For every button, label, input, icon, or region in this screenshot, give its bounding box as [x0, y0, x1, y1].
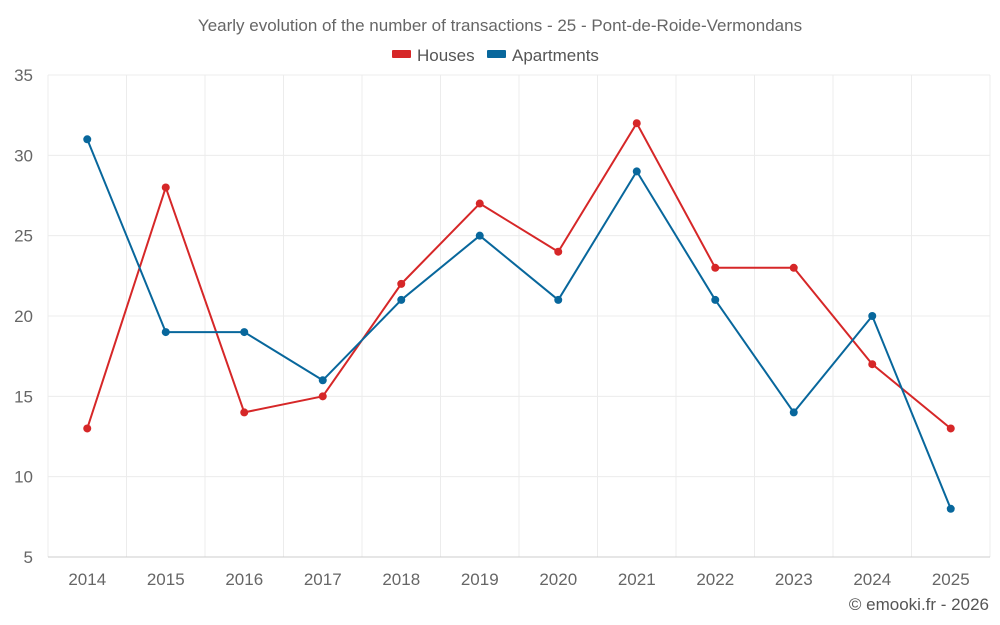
- y-tick-label: 20: [14, 307, 33, 326]
- y-tick-label: 10: [14, 468, 33, 487]
- legend-swatch-houses: [392, 50, 411, 58]
- data-point-houses[interactable]: [868, 360, 877, 369]
- y-tick-label: 30: [14, 146, 33, 165]
- credit-text: © emooki.fr - 2026: [849, 595, 989, 614]
- data-point-houses[interactable]: [318, 392, 327, 401]
- x-tick-label: 2017: [304, 570, 342, 589]
- y-tick-label: 5: [24, 548, 33, 567]
- data-point-houses[interactable]: [711, 263, 720, 272]
- series-apartments: [83, 135, 955, 513]
- data-point-houses[interactable]: [397, 279, 406, 288]
- series-line-houses: [86, 122, 952, 430]
- data-point-houses[interactable]: [475, 199, 484, 208]
- data-point-apartments[interactable]: [318, 376, 327, 385]
- data-point-apartments[interactable]: [868, 312, 877, 320]
- data-point-houses[interactable]: [161, 183, 170, 192]
- x-tick-label: 2018: [382, 570, 420, 589]
- legend-label-apartments[interactable]: Apartments: [512, 46, 599, 65]
- data-point-houses[interactable]: [789, 263, 798, 272]
- legend-swatch-apartments: [487, 50, 506, 58]
- series-houses: [83, 119, 955, 433]
- x-tick-label: 2022: [696, 570, 734, 589]
- x-tick-label: 2024: [853, 570, 891, 589]
- y-tick-label: 35: [14, 66, 33, 85]
- series: [83, 119, 955, 513]
- y-tick-label: 25: [14, 227, 33, 246]
- chart-title: Yearly evolution of the number of transa…: [198, 16, 802, 35]
- x-tick-label: 2015: [147, 570, 185, 589]
- data-point-apartments[interactable]: [240, 328, 249, 337]
- x-tick-label: 2016: [225, 570, 263, 589]
- x-tick-label: 2020: [539, 570, 577, 589]
- y-tick-label: 15: [14, 387, 33, 406]
- x-tick-label: 2023: [775, 570, 813, 589]
- x-tick-label: 2025: [932, 570, 970, 589]
- data-point-apartments[interactable]: [946, 504, 955, 513]
- data-point-apartments[interactable]: [632, 167, 641, 176]
- data-point-apartments[interactable]: [161, 328, 170, 337]
- data-point-apartments[interactable]: [397, 295, 406, 304]
- legend: Houses Apartments: [392, 46, 599, 65]
- data-point-apartments[interactable]: [83, 135, 92, 144]
- data-point-apartments[interactable]: [475, 231, 484, 240]
- legend-label-houses[interactable]: Houses: [417, 46, 475, 65]
- data-point-houses[interactable]: [240, 408, 249, 417]
- x-tick-label: 2014: [68, 570, 106, 589]
- data-point-houses[interactable]: [632, 119, 641, 128]
- x-tick-label: 2021: [618, 570, 656, 589]
- data-point-apartments[interactable]: [554, 295, 563, 304]
- data-point-apartments[interactable]: [711, 295, 720, 304]
- data-point-houses[interactable]: [554, 247, 563, 256]
- data-point-houses[interactable]: [946, 424, 955, 433]
- series-line-apartments: [86, 138, 952, 510]
- data-point-apartments[interactable]: [789, 408, 798, 417]
- grid: [47, 74, 991, 557]
- x-tick-label: 2019: [461, 570, 499, 589]
- data-point-houses[interactable]: [83, 424, 92, 433]
